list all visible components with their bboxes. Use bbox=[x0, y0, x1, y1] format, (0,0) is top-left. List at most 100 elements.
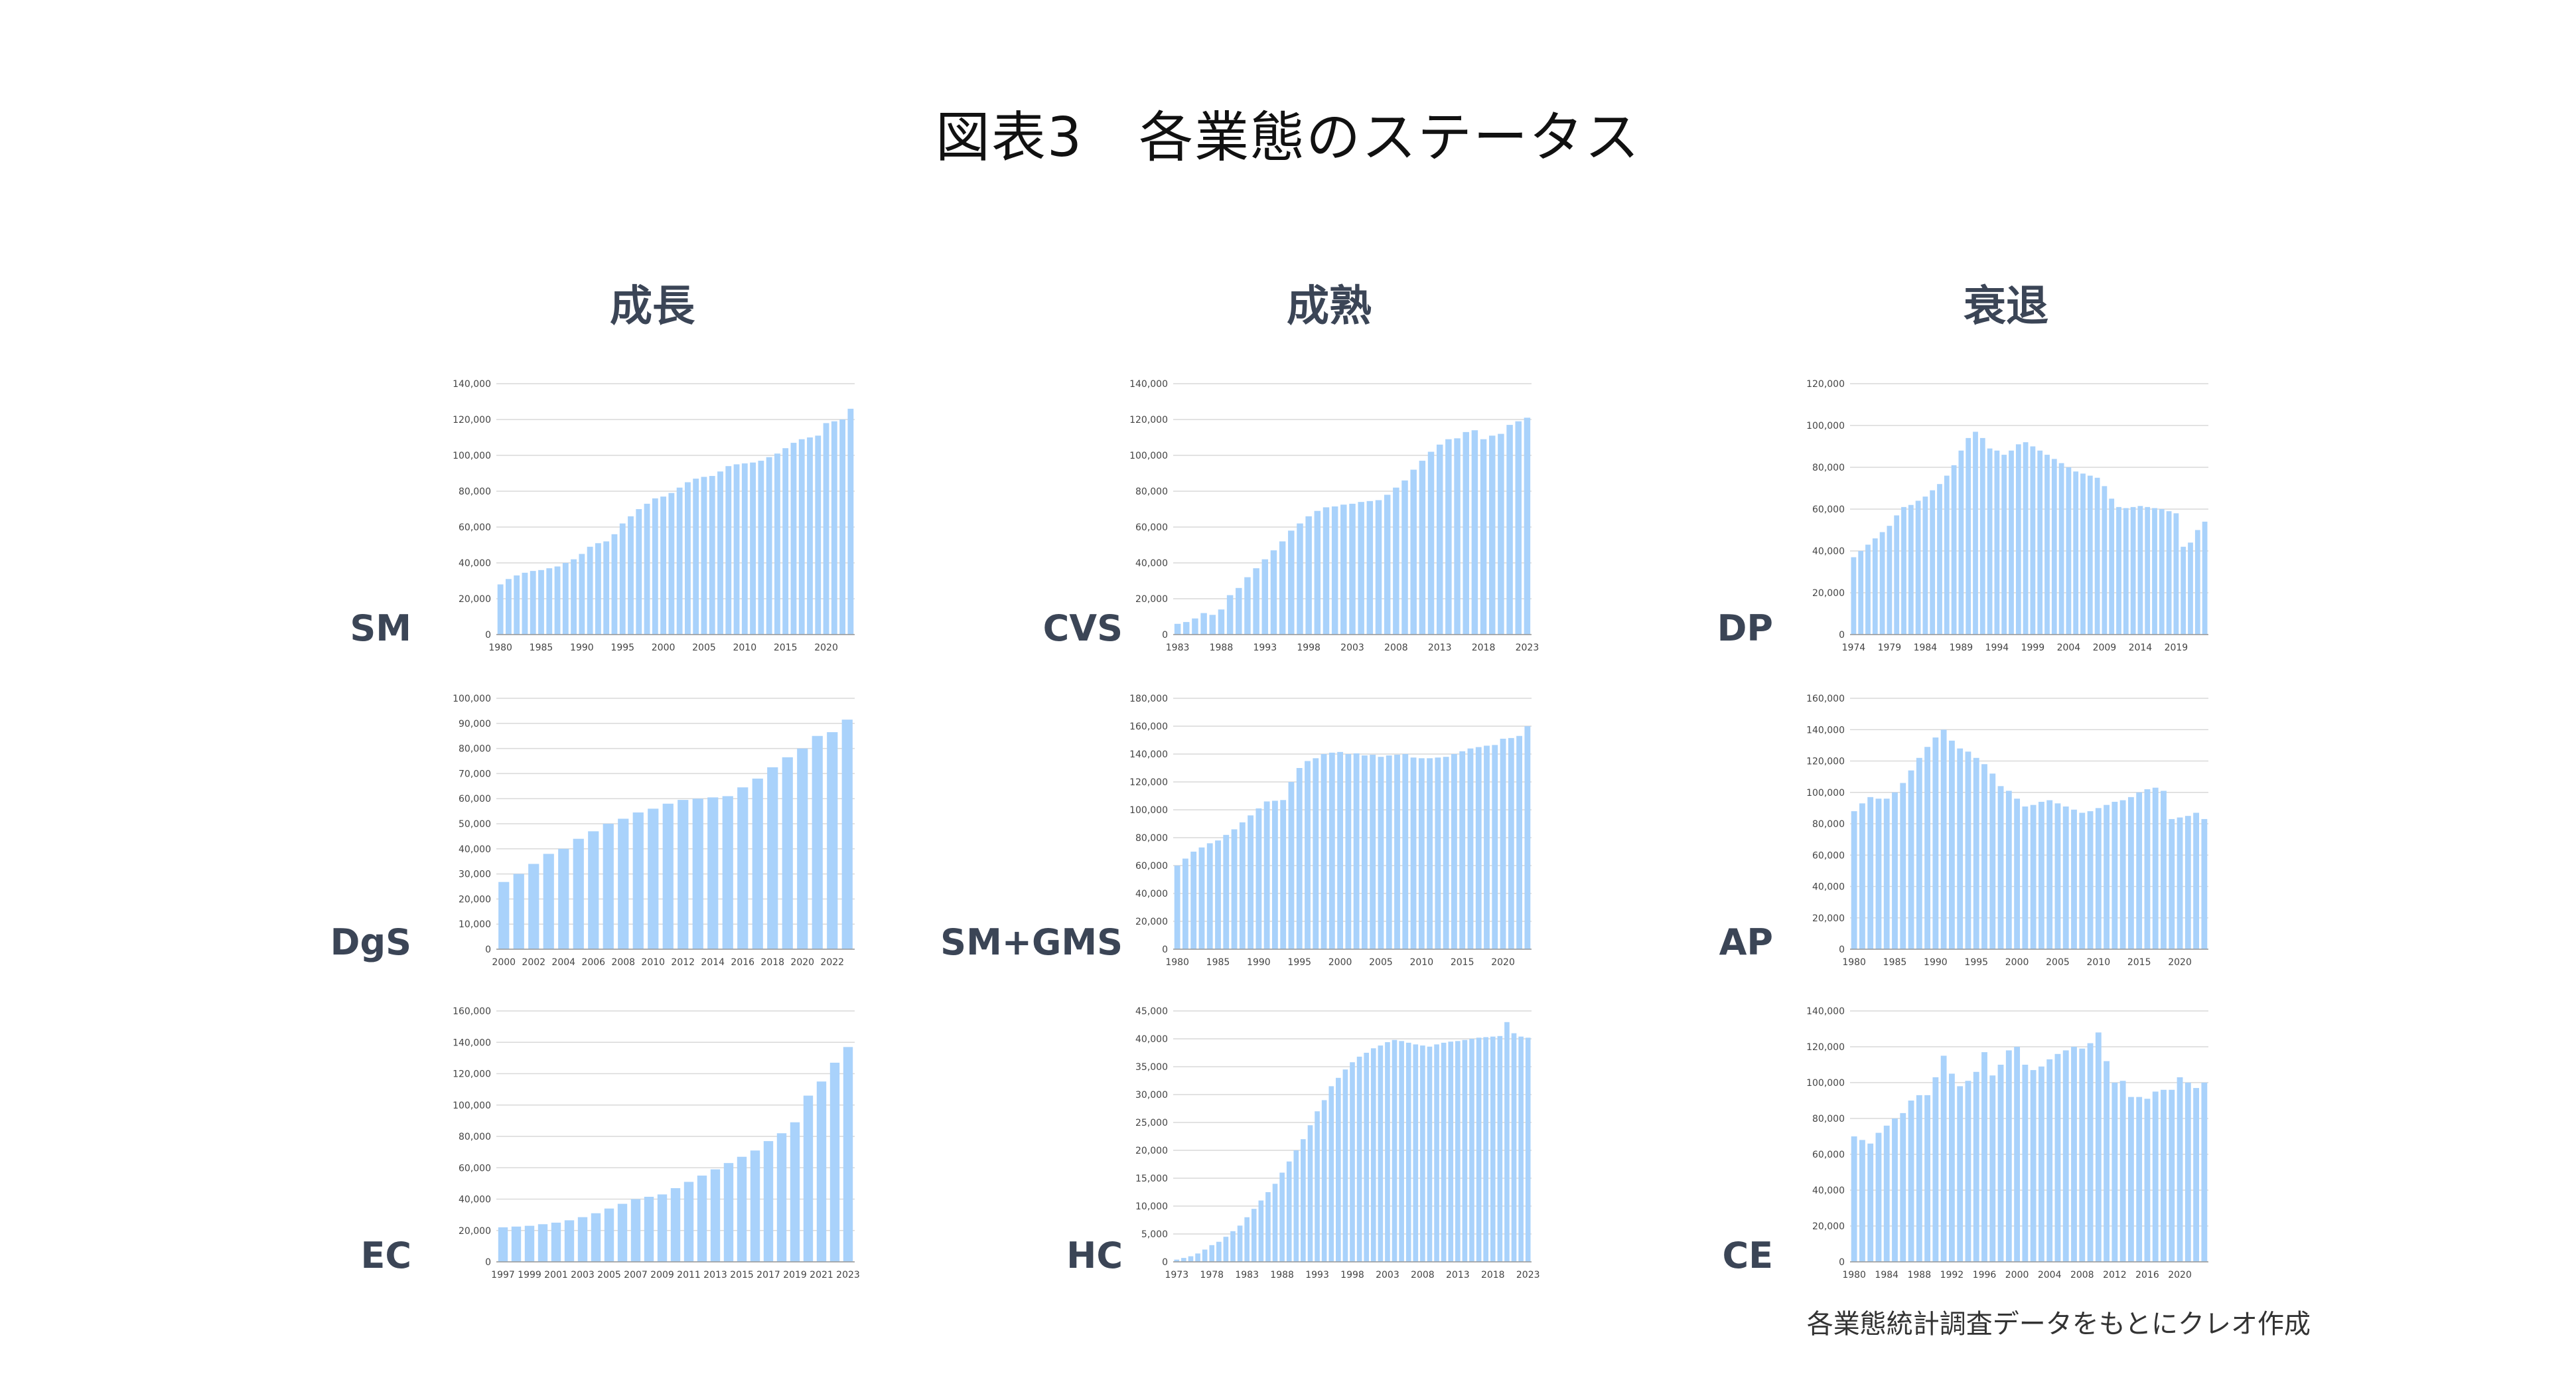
bar-1992 bbox=[1979, 437, 1985, 635]
y-tick-label: 20,000 bbox=[1135, 594, 1168, 605]
bar-2018 bbox=[776, 1133, 787, 1262]
y-tick-label: 100,000 bbox=[1806, 788, 1845, 799]
x-tick-label: 1994 bbox=[1985, 643, 2009, 653]
bar-2008 bbox=[2094, 477, 2100, 635]
bar-1989 bbox=[1286, 1161, 1292, 1262]
bar-1988 bbox=[1951, 465, 1957, 635]
bar-2014 bbox=[2127, 1097, 2134, 1262]
y-tick-label: 10,000 bbox=[1135, 1201, 1168, 1212]
bar-2017 bbox=[763, 1141, 774, 1262]
bar-1992 bbox=[1253, 568, 1259, 635]
bar-2009 bbox=[632, 812, 644, 949]
bar-1993 bbox=[1957, 1086, 1964, 1262]
bar-1986 bbox=[1223, 834, 1230, 949]
bar-1984 bbox=[1883, 799, 1890, 949]
y-tick-label: 0 bbox=[485, 945, 491, 955]
bar-2020 bbox=[1498, 433, 1504, 635]
x-tick-label: 2000 bbox=[652, 643, 676, 653]
bar-2021 bbox=[2188, 542, 2193, 635]
bar-2020 bbox=[797, 748, 808, 949]
bar-2018 bbox=[807, 437, 813, 635]
bar-1983 bbox=[1915, 500, 1921, 635]
bar-2007 bbox=[1394, 755, 1400, 949]
bar-2018 bbox=[2166, 511, 2172, 635]
bar-2003 bbox=[1361, 755, 1368, 949]
y-tick-label: 100,000 bbox=[453, 1101, 491, 1111]
bar-2020 bbox=[823, 423, 829, 635]
bar-1989 bbox=[1924, 747, 1931, 949]
bar-1973 bbox=[1174, 1259, 1180, 1262]
bar-2022 bbox=[1518, 1036, 1524, 1262]
x-tick-label: 2012 bbox=[2103, 1270, 2127, 1280]
bar-1989 bbox=[1226, 595, 1234, 635]
bar-1987 bbox=[1231, 829, 1238, 949]
bar-1984 bbox=[1883, 1125, 1890, 1262]
bar-2023 bbox=[2201, 818, 2208, 949]
bar-1978 bbox=[1879, 532, 1885, 635]
bar-1996 bbox=[1336, 1077, 1341, 1262]
column-heading-maturity: 成熟 bbox=[1287, 282, 1372, 331]
y-tick-label: 20,000 bbox=[1135, 1146, 1168, 1156]
y-tick-label: 40,000 bbox=[1135, 889, 1168, 899]
bar-2005 bbox=[701, 477, 707, 635]
bar-1995 bbox=[1296, 768, 1303, 949]
bar-2017 bbox=[752, 778, 763, 949]
bar-2002 bbox=[1378, 1045, 1384, 1262]
y-tick-label: 20,000 bbox=[459, 594, 491, 605]
x-tick-label: 2009 bbox=[2093, 643, 2117, 653]
bar-2021 bbox=[1511, 1033, 1517, 1262]
bar-2013 bbox=[1455, 1041, 1461, 1262]
y-tick-label: 60,000 bbox=[1812, 850, 1845, 861]
y-tick-label: 60,000 bbox=[459, 522, 491, 533]
bar-1999 bbox=[1356, 1056, 1362, 1262]
bar-2013 bbox=[1436, 444, 1443, 635]
bar-1991 bbox=[1940, 729, 1947, 949]
chart-label-cvs: CVS bbox=[1042, 607, 1123, 649]
y-tick-label: 15,000 bbox=[1135, 1174, 1168, 1184]
bar-1974 bbox=[1851, 557, 1857, 635]
bar-2004 bbox=[1392, 1039, 1397, 1262]
x-tick-label: 2006 bbox=[581, 957, 605, 968]
y-tick-label: 0 bbox=[1839, 1257, 1845, 1268]
bar-1996 bbox=[1305, 761, 1311, 949]
x-tick-label: 2004 bbox=[2057, 643, 2081, 653]
y-tick-label: 40,000 bbox=[1135, 1034, 1168, 1045]
bar-1986 bbox=[546, 568, 553, 635]
bar-2002 bbox=[2051, 459, 2057, 635]
bar-1993 bbox=[1261, 559, 1269, 635]
bar-2004 bbox=[1358, 502, 1364, 635]
y-tick-label: 160,000 bbox=[1129, 722, 1168, 732]
y-tick-label: 160,000 bbox=[453, 1006, 491, 1017]
bar-2010 bbox=[2109, 498, 2115, 635]
x-tick-label: 1979 bbox=[1878, 643, 1902, 653]
bar-1996 bbox=[1288, 530, 1295, 635]
bar-1984 bbox=[1206, 843, 1213, 949]
y-tick-label: 60,000 bbox=[1135, 522, 1168, 533]
bar-2022 bbox=[2193, 1088, 2200, 1262]
bar-2003 bbox=[543, 854, 554, 949]
bar-2000 bbox=[1323, 507, 1330, 635]
bar-2011 bbox=[2104, 1061, 2110, 1262]
bar-2002 bbox=[676, 487, 683, 635]
y-tick-label: 100,000 bbox=[453, 451, 491, 461]
x-tick-label: 2023 bbox=[836, 1270, 860, 1280]
bar-2006 bbox=[588, 831, 599, 949]
bar-1998 bbox=[1321, 754, 1327, 949]
x-tick-label: 2007 bbox=[624, 1270, 648, 1280]
x-tick-label: 2004 bbox=[2038, 1270, 2062, 1280]
y-tick-label: 140,000 bbox=[1806, 1006, 1845, 1017]
bar-1975 bbox=[1188, 1256, 1194, 1262]
bar-1993 bbox=[1280, 800, 1287, 949]
bar-1998 bbox=[1997, 786, 2004, 949]
bar-1997 bbox=[1342, 1069, 1348, 1262]
bar-1980 bbox=[497, 584, 504, 635]
x-tick-label: 1995 bbox=[610, 643, 634, 653]
bar-2018 bbox=[767, 767, 778, 949]
bar-1981 bbox=[1859, 803, 1865, 949]
y-tick-label: 80,000 bbox=[459, 1132, 491, 1142]
bar-2014 bbox=[2127, 797, 2134, 949]
y-tick-label: 45,000 bbox=[1135, 1006, 1168, 1017]
bar-1984 bbox=[1922, 497, 1928, 635]
x-tick-label: 2008 bbox=[2070, 1270, 2094, 1280]
bar-1977 bbox=[1872, 538, 1878, 635]
